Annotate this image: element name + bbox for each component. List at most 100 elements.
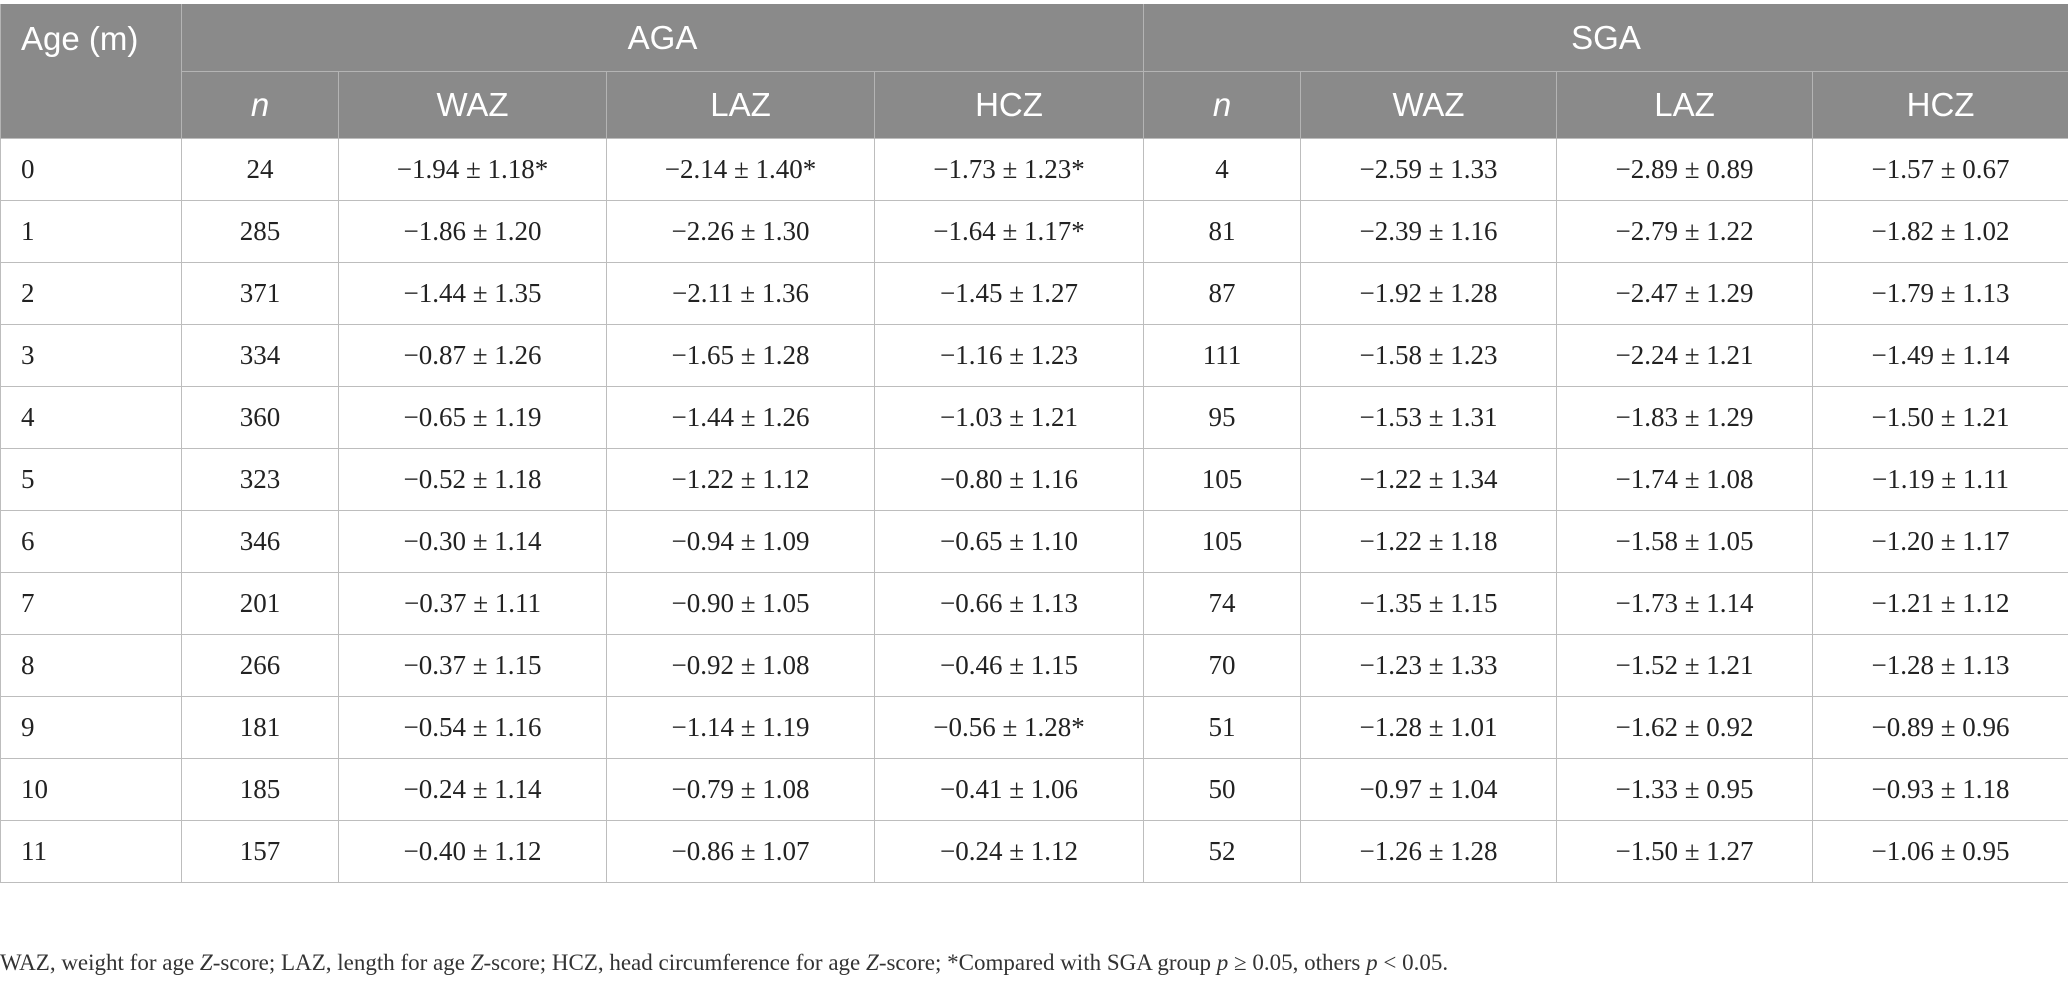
sga-group-header: SGA bbox=[1143, 4, 2068, 72]
aga-laz-cell: −1.14 ± 1.19 bbox=[606, 696, 875, 759]
aga-hcz-cell: −1.73 ± 1.23* bbox=[873, 138, 1145, 201]
aga-laz-cell: −2.14 ± 1.40* bbox=[606, 138, 875, 201]
sga-waz-cell: −1.22 ± 1.18 bbox=[1300, 510, 1558, 573]
aga-laz-cell: −0.94 ± 1.09 bbox=[606, 510, 875, 573]
sga-n-cell: 105 bbox=[1143, 510, 1302, 573]
table-row: 3 334 −0.87 ± 1.26 −1.65 ± 1.28 −1.16 ± 1.23… bbox=[0, 324, 2068, 387]
sga-hcz-cell: −1.21 ± 1.12 bbox=[1812, 572, 2068, 635]
aga-n-cell: 157 bbox=[181, 820, 339, 883]
sga-laz-cell: −1.62 ± 0.92 bbox=[1556, 696, 1814, 759]
sga-waz-cell: −1.53 ± 1.31 bbox=[1300, 386, 1558, 449]
aga-hcz-cell: −0.41 ± 1.06 bbox=[873, 758, 1145, 821]
table-row: 2 371 −1.44 ± 1.35 −2.11 ± 1.36 −1.45 ± 1.27… bbox=[0, 262, 2068, 325]
age-column-header: Age (m) bbox=[0, 4, 182, 139]
zscore-table: Age (m) AGA SGA n WAZ LAZ HCZ n WAZ LAZ … bbox=[0, 4, 2068, 883]
sga-n-cell: 105 bbox=[1143, 448, 1302, 511]
aga-laz-cell: −2.26 ± 1.30 bbox=[606, 200, 875, 263]
aga-laz-header: LAZ bbox=[606, 71, 875, 139]
aga-laz-cell: −0.86 ± 1.07 bbox=[606, 820, 875, 883]
aga-n-cell: 371 bbox=[181, 262, 339, 325]
sga-laz-cell: −1.73 ± 1.14 bbox=[1556, 572, 1814, 635]
sga-laz-cell: −1.50 ± 1.27 bbox=[1556, 820, 1814, 883]
aga-waz-cell: −1.44 ± 1.35 bbox=[338, 262, 607, 325]
aga-n-cell: 285 bbox=[181, 200, 339, 263]
sga-n-cell: 111 bbox=[1143, 324, 1302, 387]
aga-waz-header: WAZ bbox=[338, 71, 607, 139]
sga-n-cell: 50 bbox=[1143, 758, 1302, 821]
aga-n-cell: 24 bbox=[181, 138, 339, 201]
sga-hcz-cell: −1.06 ± 0.95 bbox=[1812, 820, 2068, 883]
age-cell: 0 bbox=[0, 138, 182, 201]
sga-laz-cell: −1.74 ± 1.08 bbox=[1556, 448, 1814, 511]
sga-n-cell: 95 bbox=[1143, 386, 1302, 449]
aga-hcz-cell: −1.03 ± 1.21 bbox=[873, 386, 1145, 449]
sga-n-header: n bbox=[1143, 71, 1302, 139]
aga-n-cell: 323 bbox=[181, 448, 339, 511]
footnote-p1-rest: ≥ 0.05, others bbox=[1228, 950, 1367, 975]
aga-n-cell: 334 bbox=[181, 324, 339, 387]
sga-n-cell: 74 bbox=[1143, 572, 1302, 635]
age-cell: 9 bbox=[0, 696, 182, 759]
sga-n-cell: 81 bbox=[1143, 200, 1302, 263]
sga-hcz-cell: −1.20 ± 1.17 bbox=[1812, 510, 2068, 573]
aga-hcz-cell: −0.66 ± 1.13 bbox=[873, 572, 1145, 635]
aga-laz-cell: −2.11 ± 1.36 bbox=[606, 262, 875, 325]
sga-hcz-cell: −0.93 ± 1.18 bbox=[1812, 758, 2068, 821]
aga-laz-cell: −1.44 ± 1.26 bbox=[606, 386, 875, 449]
footnote-waz-text: WAZ, weight for age bbox=[0, 950, 200, 975]
sga-waz-cell: −0.97 ± 1.04 bbox=[1300, 758, 1558, 821]
sga-n-cell: 51 bbox=[1143, 696, 1302, 759]
footnote-hcz-text: -score; HCZ, head circumference for age bbox=[483, 950, 867, 975]
aga-waz-cell: −0.54 ± 1.16 bbox=[338, 696, 607, 759]
sga-hcz-header: HCZ bbox=[1812, 71, 2068, 139]
aga-group-header: AGA bbox=[180, 4, 1145, 72]
aga-hcz-cell: −0.56 ± 1.28* bbox=[873, 696, 1145, 759]
age-cell: 5 bbox=[0, 448, 182, 511]
aga-waz-cell: −1.86 ± 1.20 bbox=[338, 200, 607, 263]
sga-waz-cell: −2.39 ± 1.16 bbox=[1300, 200, 1558, 263]
aga-laz-cell: −1.22 ± 1.12 bbox=[606, 448, 875, 511]
data-table-container: Age (m) AGA SGA n WAZ LAZ HCZ n WAZ LAZ … bbox=[0, 4, 2068, 883]
aga-hcz-header: HCZ bbox=[873, 71, 1145, 139]
aga-laz-cell: −0.92 ± 1.08 bbox=[606, 634, 875, 697]
table-row: 4 360 −0.65 ± 1.19 −1.44 ± 1.26 −1.03 ± 1.21… bbox=[0, 386, 2068, 449]
table-row: 10 185 −0.24 ± 1.14 −0.79 ± 1.08 −0.41 ± 1.0… bbox=[0, 758, 2068, 821]
aga-n-cell: 185 bbox=[181, 758, 339, 821]
aga-hcz-cell: −1.64 ± 1.17* bbox=[873, 200, 1145, 263]
footnote-laz-text: -score; LAZ, length for age bbox=[212, 950, 471, 975]
group-header-row: Age (m) AGA SGA bbox=[0, 4, 2068, 139]
aga-waz-cell: −0.52 ± 1.18 bbox=[338, 448, 607, 511]
sga-hcz-cell: −1.28 ± 1.13 bbox=[1812, 634, 2068, 697]
aga-waz-cell: −0.65 ± 1.19 bbox=[338, 386, 607, 449]
table-footnote: WAZ, weight for age Z-score; LAZ, length… bbox=[0, 950, 1448, 976]
table-row: 6 346 −0.30 ± 1.14 −0.94 ± 1.09 −0.65 ± 1.10… bbox=[0, 510, 2068, 573]
aga-laz-cell: −1.65 ± 1.28 bbox=[606, 324, 875, 387]
sga-waz-cell: −1.92 ± 1.28 bbox=[1300, 262, 1558, 325]
sga-waz-header: WAZ bbox=[1300, 71, 1558, 139]
sga-laz-cell: −1.52 ± 1.21 bbox=[1556, 634, 1814, 697]
sga-waz-cell: −1.58 ± 1.23 bbox=[1300, 324, 1558, 387]
sga-hcz-cell: −1.49 ± 1.14 bbox=[1812, 324, 2068, 387]
aga-hcz-cell: −0.80 ± 1.16 bbox=[873, 448, 1145, 511]
footnote-p-symbol-2: p bbox=[1366, 950, 1378, 975]
sga-laz-cell: −2.47 ± 1.29 bbox=[1556, 262, 1814, 325]
age-cell: 6 bbox=[0, 510, 182, 573]
aga-n-cell: 201 bbox=[181, 572, 339, 635]
aga-hcz-cell: −0.65 ± 1.10 bbox=[873, 510, 1145, 573]
sga-laz-cell: −2.89 ± 0.89 bbox=[1556, 138, 1814, 201]
aga-hcz-cell: −1.45 ± 1.27 bbox=[873, 262, 1145, 325]
aga-waz-cell: −0.37 ± 1.11 bbox=[338, 572, 607, 635]
sga-laz-cell: −1.58 ± 1.05 bbox=[1556, 510, 1814, 573]
sga-laz-cell: −2.24 ± 1.21 bbox=[1556, 324, 1814, 387]
age-cell: 7 bbox=[0, 572, 182, 635]
aga-n-cell: 266 bbox=[181, 634, 339, 697]
sga-n-cell: 70 bbox=[1143, 634, 1302, 697]
sga-n-cell: 4 bbox=[1143, 138, 1302, 201]
aga-hcz-cell: −0.46 ± 1.15 bbox=[873, 634, 1145, 697]
table-row: 0 24 −1.94 ± 1.18* −2.14 ± 1.40* −1.73 ± 1.2… bbox=[0, 138, 2068, 201]
aga-hcz-cell: −0.24 ± 1.12 bbox=[873, 820, 1145, 883]
table-row: 8 266 −0.37 ± 1.15 −0.92 ± 1.08 −0.46 ± 1.15… bbox=[0, 634, 2068, 697]
aga-n-header: n bbox=[181, 71, 339, 139]
table-body: 0 24 −1.94 ± 1.18* −2.14 ± 1.40* −1.73 ± 1.2… bbox=[0, 138, 2068, 883]
sga-waz-cell: −1.26 ± 1.28 bbox=[1300, 820, 1558, 883]
